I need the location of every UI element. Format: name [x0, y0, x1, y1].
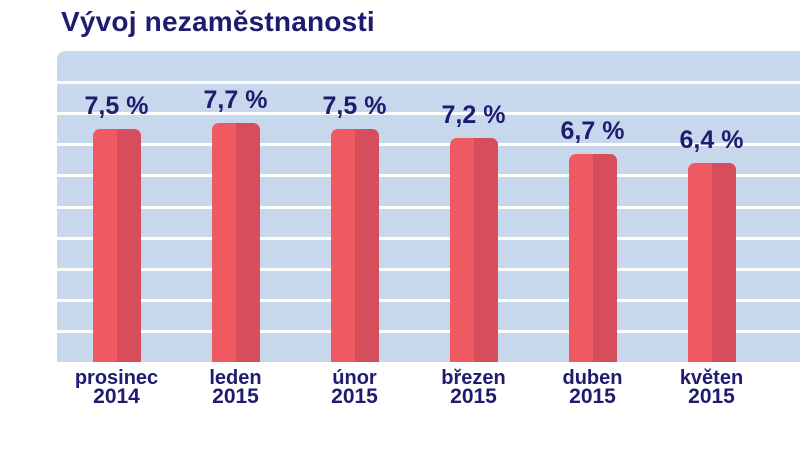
x-axis-label-month: duben [562, 367, 623, 389]
x-axis-label: duben 2015 [533, 362, 652, 408]
gridline [57, 329, 800, 333]
bar [92, 128, 141, 362]
x-axis-label: prosinec 2014 [57, 362, 176, 408]
gridline [57, 267, 800, 271]
bar-value-label: 7,7 % [203, 85, 268, 114]
chart-title: Vývoj nezaměstnanosti [61, 6, 375, 37]
bar [211, 122, 260, 362]
x-axis-label-year: 2015 [331, 385, 378, 408]
gridlines [57, 51, 800, 362]
gridline [57, 143, 800, 147]
bar [449, 138, 498, 362]
bar-column: 7,7 % [176, 51, 295, 362]
chart-plot-area: 7,5 % 7,7 % 7,5 % 7,2 % 6,7 % 6,4 % [57, 51, 800, 362]
bar-shade [593, 153, 617, 362]
bar [687, 162, 736, 362]
x-axis-label-year: 2015 [569, 385, 616, 408]
bar-shade [117, 128, 141, 362]
bar-column: 7,5 % [295, 51, 414, 362]
bar-column: 6,4 % [652, 51, 771, 362]
bar-column: 7,2 % [414, 51, 533, 362]
bar-shade [236, 122, 260, 362]
bar [330, 128, 379, 362]
bar-value-label: 7,5 % [322, 91, 387, 120]
x-axis-label: únor 2015 [295, 362, 414, 408]
x-axis-label-month: květen [679, 367, 744, 389]
x-axis-label-year: 2015 [450, 385, 497, 408]
bar-shade [712, 162, 736, 362]
x-axis: prosinec 2014 leden 2015 únor 2015 březen 2015 d… [57, 362, 800, 408]
bar-value-label: 7,2 % [441, 101, 506, 130]
x-axis-label-month: leden [209, 367, 262, 389]
x-axis-label-month: březen [441, 367, 506, 389]
bar-shade [474, 138, 498, 362]
gridline [57, 298, 800, 302]
x-axis-label: květen 2015 [652, 362, 771, 408]
x-axis-label-year: 2015 [212, 385, 259, 408]
x-axis-label: leden 2015 [176, 362, 295, 408]
bar [568, 153, 617, 362]
bar-column: 6,7 % [533, 51, 652, 362]
gridline [57, 236, 800, 240]
x-axis-label-year: 2015 [688, 385, 735, 408]
x-axis-label-year: 2014 [93, 385, 140, 408]
bar-value-label: 6,4 % [679, 125, 744, 154]
bar-shade [355, 128, 379, 362]
x-axis-label: březen 2015 [414, 362, 533, 408]
bar-value-label: 6,7 % [560, 116, 625, 145]
x-axis-label-month: prosinec [74, 367, 159, 389]
gridline [57, 81, 800, 85]
x-axis-label-month: únor [332, 367, 377, 389]
gridline [57, 205, 800, 209]
gridline [57, 112, 800, 116]
bar-value-label: 7,5 % [84, 91, 149, 120]
bars-layer: 7,5 % 7,7 % 7,5 % 7,2 % 6,7 % 6,4 % [57, 51, 800, 362]
bar-column: 7,5 % [57, 51, 176, 362]
gridline [57, 174, 800, 178]
